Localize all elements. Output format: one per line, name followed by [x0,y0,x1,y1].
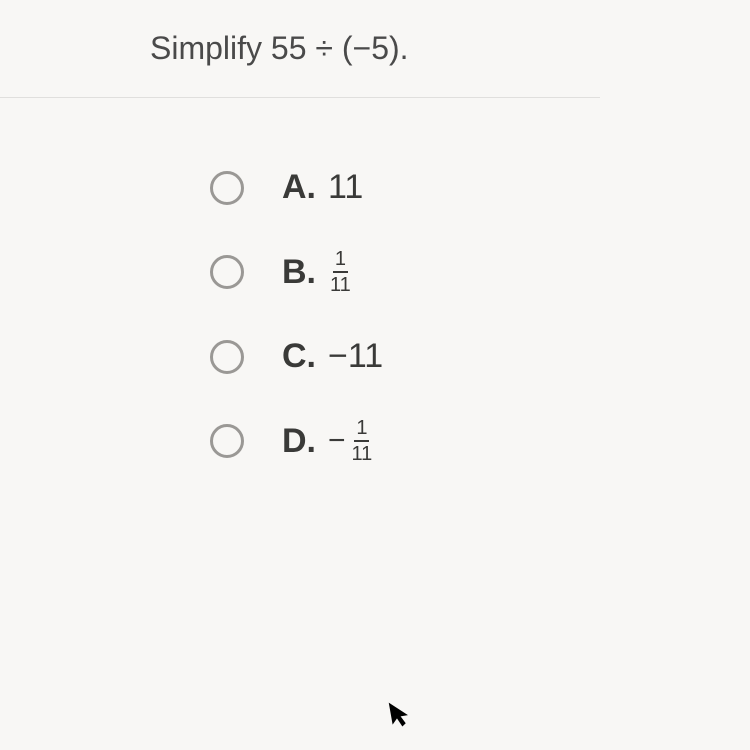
option-b-letter: B. [282,253,316,292]
option-d-negative-sign: − [328,424,346,458]
option-b-value: 1 11 [328,249,353,295]
option-b-fraction: 1 11 [328,249,353,295]
radio-c[interactable] [210,340,244,374]
option-b-denominator: 11 [328,273,353,295]
question-text: Simplify 55 ÷ (−5). [150,30,750,67]
option-c-letter: C. [282,337,316,376]
radio-b[interactable] [210,255,244,289]
option-d-letter: D. [282,422,316,461]
option-d-value: − 1 11 [328,418,374,464]
option-b-numerator: 1 [333,249,348,273]
options-container: A. 11 B. 1 11 C. −11 D. − 1 11 [150,168,750,464]
option-c[interactable]: C. −11 [210,337,750,376]
option-a[interactable]: A. 11 [210,168,750,207]
radio-d[interactable] [210,424,244,458]
option-d-denominator: 11 [350,442,375,464]
divider [0,97,600,98]
option-b[interactable]: B. 1 11 [210,249,750,295]
option-d-fraction: 1 11 [350,418,375,464]
option-a-value: 11 [328,168,363,207]
option-c-value: −11 [328,337,383,376]
option-a-letter: A. [282,168,316,207]
radio-a[interactable] [210,171,244,205]
option-d[interactable]: D. − 1 11 [210,418,750,464]
cursor-icon [387,699,413,737]
option-d-numerator: 1 [354,418,369,442]
